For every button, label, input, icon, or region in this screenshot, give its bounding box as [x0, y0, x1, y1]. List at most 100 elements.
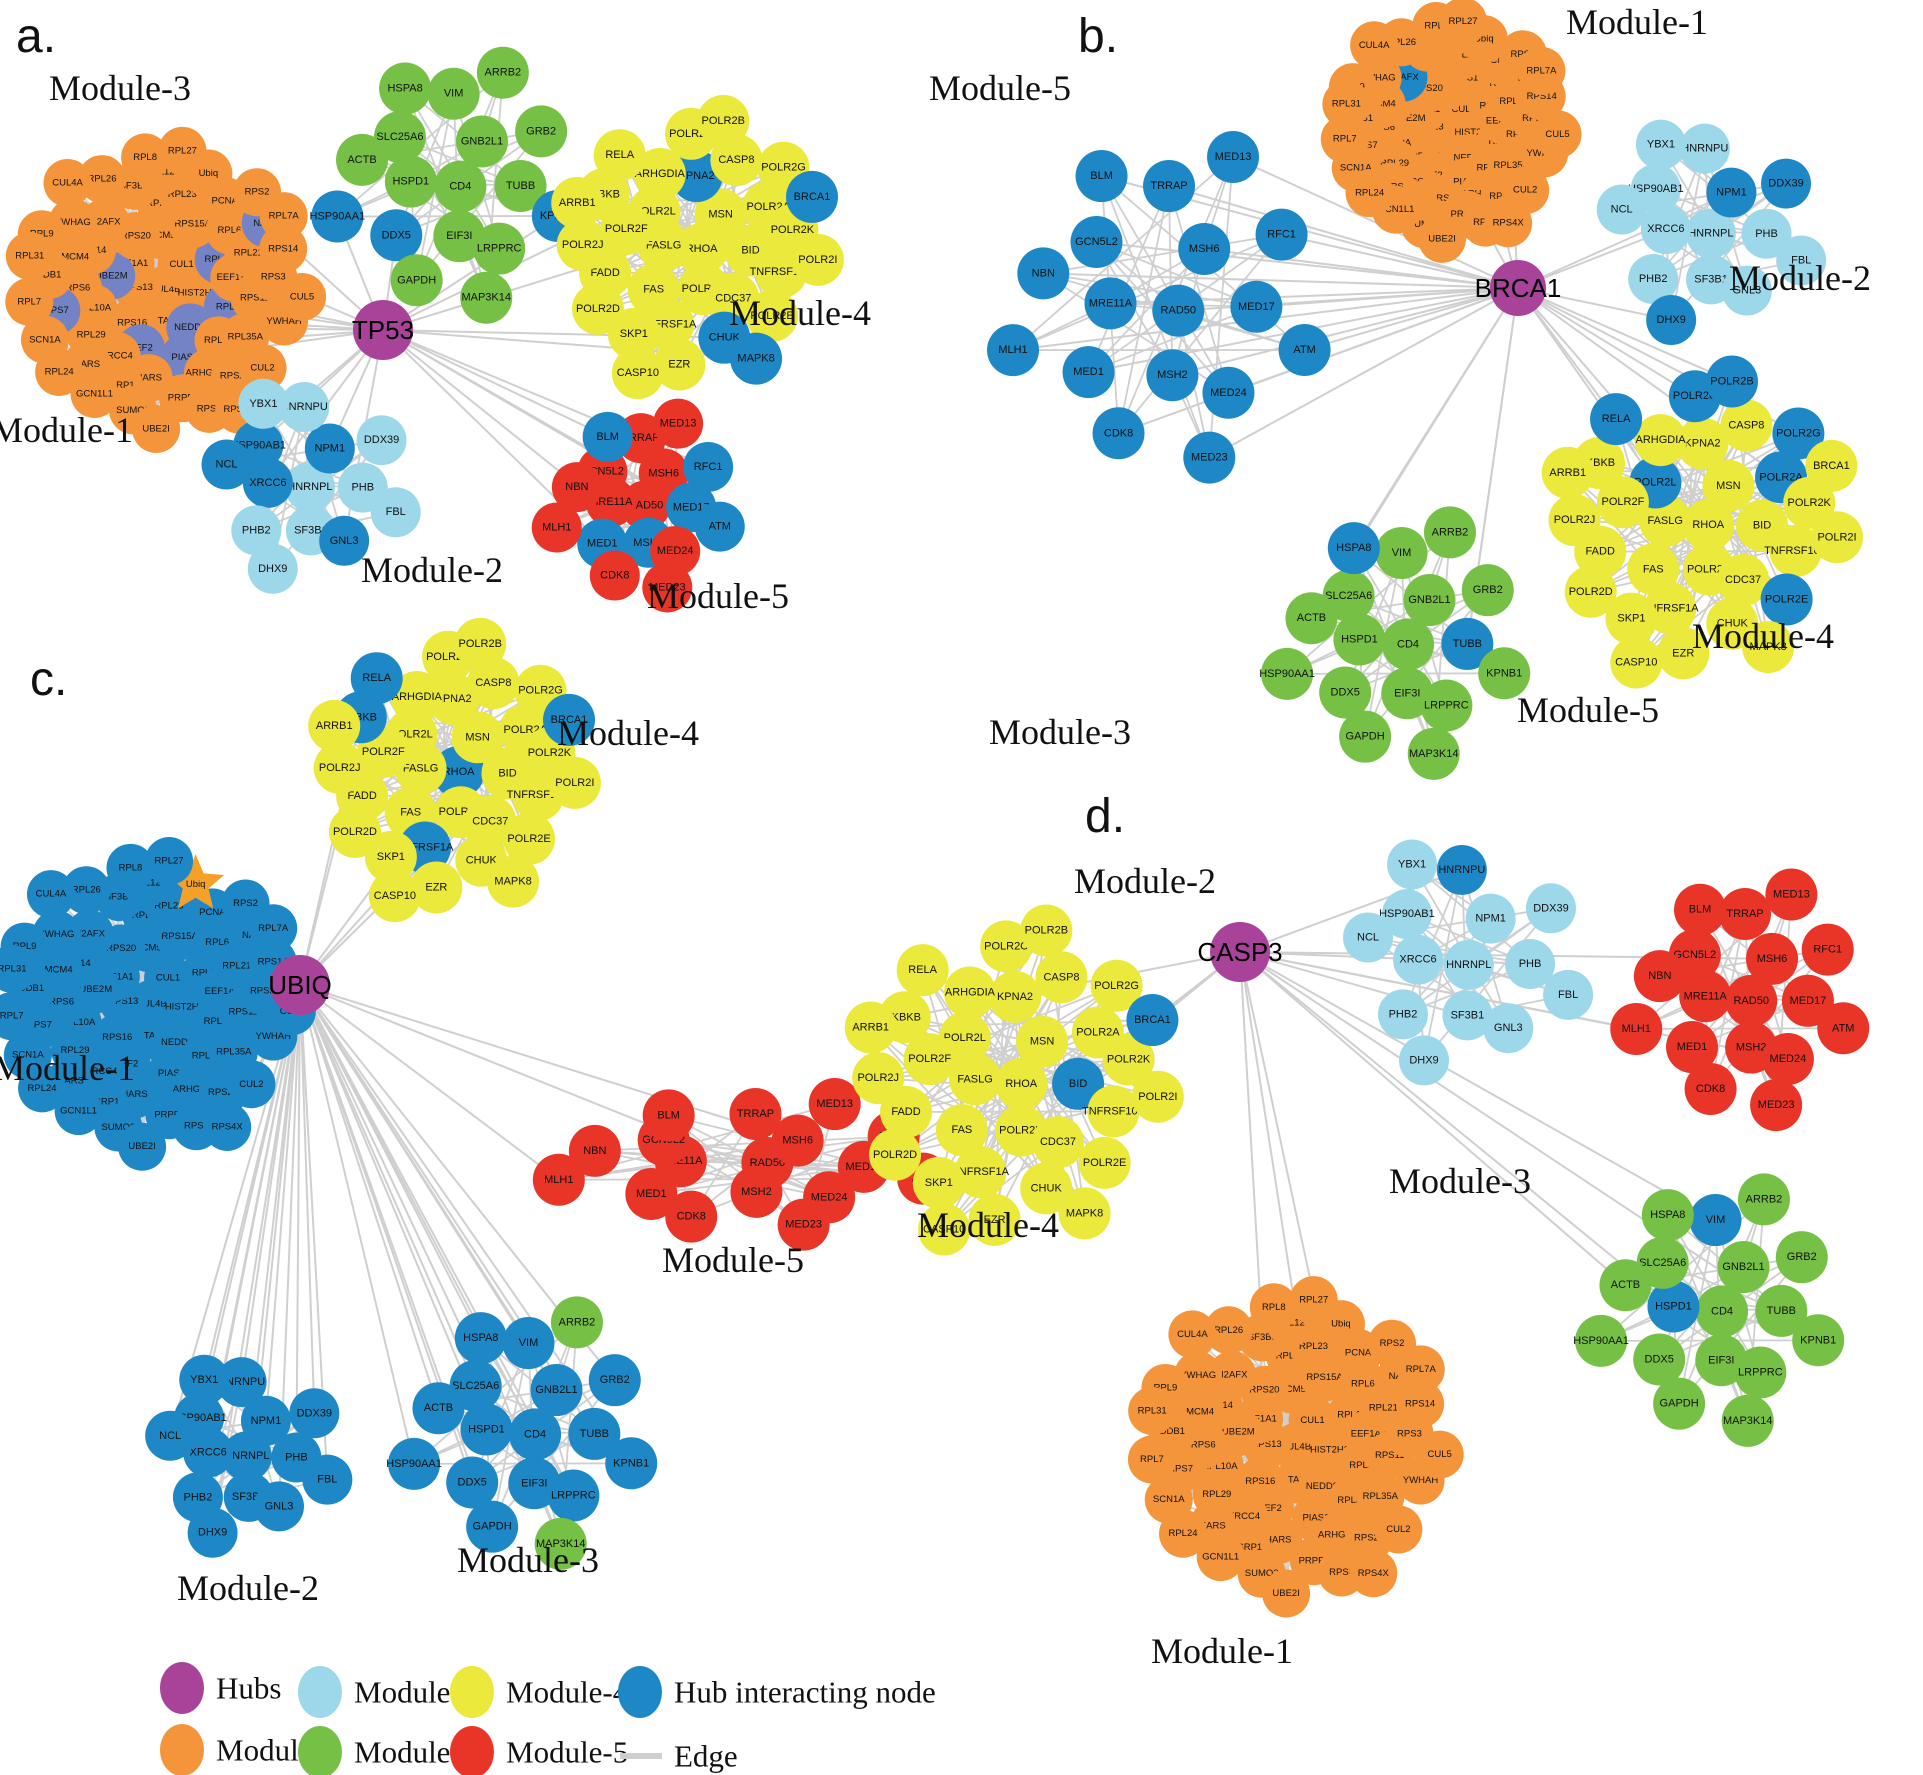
- node-label-RPS6: RPS6: [49, 996, 74, 1007]
- node-BRCA1: [543, 693, 596, 746]
- node-label-HSP90AA1: HSP90AA1: [386, 1458, 442, 1470]
- node-UBE2I: [118, 1122, 167, 1171]
- hub-label-CASP3: CASP3: [1197, 937, 1282, 967]
- module-label-module-5: Module-5: [662, 1240, 804, 1280]
- node-DHX9: [1646, 294, 1697, 345]
- node-label-RPL8: RPL8: [1424, 21, 1448, 32]
- node-label-ARHGDIA: ARHGDIA: [635, 168, 686, 180]
- node-label-GCN5L2: GCN5L2: [1075, 236, 1118, 248]
- legend-swatch-module-5: [450, 1726, 494, 1775]
- node-label-ARRB2: ARRB2: [484, 67, 521, 79]
- node-label-RPS11: RPS11: [228, 1007, 257, 1018]
- module-label-module-1: Module-1: [1566, 2, 1708, 42]
- node-label-BID: BID: [1753, 520, 1771, 532]
- node-label-GNB2L1: GNB2L1: [461, 135, 503, 147]
- node-label-CASP8: CASP8: [718, 154, 754, 166]
- module-label-module-5: Module-5: [1517, 690, 1659, 730]
- node-label-ARHGDIA: ARHGDIA: [1636, 434, 1687, 446]
- node-label-CUL4A: CUL4A: [36, 889, 67, 900]
- node-label-RPS13: RPS13: [123, 282, 153, 293]
- node-label-BRCA1: BRCA1: [551, 714, 588, 726]
- node-DDX5: [1319, 666, 1372, 719]
- node-label-RPL8: RPL8: [133, 152, 157, 163]
- node-label-RPL26: RPL26: [72, 885, 101, 896]
- node-NCL: [201, 439, 252, 490]
- node-label-GCN1L1: GCN1L1: [1377, 204, 1414, 215]
- node-label-FADD: FADD: [347, 790, 376, 802]
- node-label-NCL: NCL: [159, 1430, 181, 1442]
- node-KPNA2: [989, 970, 1042, 1023]
- node-ATM: [1817, 1002, 1870, 1055]
- node-label-SF3B1: SF3B1: [294, 524, 328, 536]
- node-label-RPL35A: RPL35A: [1363, 1491, 1399, 1502]
- node-label-RPL7A: RPL7A: [1406, 1364, 1437, 1375]
- node-MAP3K14: [460, 271, 513, 324]
- node-label-PIAS1: PIAS1: [158, 1068, 185, 1079]
- node-label-RPS8: RPS8: [184, 1121, 209, 1132]
- node-label-RAD50: RAD50: [1161, 305, 1196, 317]
- node-label-PHB: PHB: [1755, 228, 1778, 240]
- node-POLR2B: [1705, 355, 1758, 408]
- node-label-POLR2E: POLR2E: [507, 833, 550, 845]
- node-label-HNRNPL: HNRNPL: [1446, 959, 1491, 971]
- edge: [264, 984, 301, 1421]
- node-label-MCM5: MCM5: [134, 942, 162, 953]
- node-HSPA8: [454, 1312, 507, 1365]
- module-label-module-3: Module-3: [49, 68, 191, 108]
- legend-label-hub-interacting-node: Hub interacting node: [674, 1675, 936, 1710]
- node-MED1: [625, 1167, 678, 1220]
- node-label-CHUK: CHUK: [1031, 1182, 1063, 1194]
- node-label-HSP90AA1: HSP90AA1: [1259, 668, 1315, 680]
- node-label-CDC37: CDC37: [1725, 574, 1761, 586]
- node-label-NEDD8: NEDD8: [161, 1037, 193, 1048]
- module-label-module-1: Module-1: [1151, 1631, 1293, 1671]
- node-BLM: [1075, 150, 1128, 203]
- node-label-RPL30: RPL30: [1337, 1495, 1366, 1506]
- hub-node-CASP3: [1210, 922, 1270, 982]
- node-label-HNRNPL: HNRNPL: [1688, 228, 1733, 240]
- node-label-PCNA: PCNA: [199, 907, 226, 918]
- node-label-POLR2E: POLR2E: [750, 310, 793, 322]
- node-label-RPL31: RPL31: [1138, 1405, 1167, 1416]
- node-label-RELA: RELA: [1602, 413, 1631, 425]
- node-HNRNPL: [1685, 208, 1736, 259]
- node-label-NBN: NBN: [1032, 267, 1055, 279]
- node-label-Ubiq: Ubiq: [1474, 34, 1494, 45]
- node-CASP8: [710, 134, 763, 187]
- node-CASP8: [1035, 951, 1088, 1004]
- node-label-ERCC4: ERCC4: [1228, 1511, 1260, 1522]
- node-label-RPL35A: RPL35A: [216, 1047, 252, 1058]
- node-CUL4A: [43, 158, 92, 207]
- node-label-DHX9: DHX9: [1656, 314, 1685, 326]
- node-label-MSH6: MSH6: [782, 1135, 813, 1147]
- node-label-MAP3K14: MAP3K14: [461, 292, 511, 304]
- node-label-EEF2: EEF2: [114, 1058, 138, 1069]
- node-label-SKP1: SKP1: [377, 851, 405, 863]
- node-label-MSH2: MSH2: [1736, 1042, 1767, 1054]
- node-label-RPL7: RPL7: [1140, 1454, 1164, 1465]
- edge: [1239, 951, 1627, 1286]
- module-label-module-4: Module-4: [729, 293, 871, 333]
- node-MED1: [1062, 346, 1115, 399]
- node-label-HSP90AB1: HSP90AB1: [1379, 908, 1435, 920]
- edge: [1599, 432, 1799, 553]
- node-label-MSH6: MSH6: [648, 468, 679, 480]
- node-label-POLR2D: POLR2D: [333, 826, 377, 838]
- node-label-RPL9: RPL9: [1154, 1382, 1178, 1393]
- node-POLR2E: [1760, 573, 1813, 626]
- node-HSP90AA1: [1575, 1314, 1628, 1367]
- node-label-RPS4X: RPS4X: [1358, 1568, 1390, 1579]
- edge: [1012, 156, 1234, 351]
- node-label-RPL27: RPL27: [1299, 1295, 1328, 1306]
- node-label-GRB2: GRB2: [1787, 1251, 1817, 1263]
- node-HSPD1: [384, 155, 437, 208]
- node-label-CDK8: CDK8: [600, 570, 629, 582]
- node-label-MED1: MED1: [1677, 1041, 1708, 1053]
- node-MSH6: [1746, 932, 1799, 985]
- node-label-POLR2G: POLR2G: [518, 685, 563, 697]
- node-label-GRB2: GRB2: [526, 125, 556, 137]
- node-MED13: [1765, 868, 1818, 921]
- node-label-MED17: MED17: [673, 501, 710, 513]
- node-GRB2: [1461, 564, 1514, 617]
- node-label-BID: BID: [1069, 1078, 1087, 1090]
